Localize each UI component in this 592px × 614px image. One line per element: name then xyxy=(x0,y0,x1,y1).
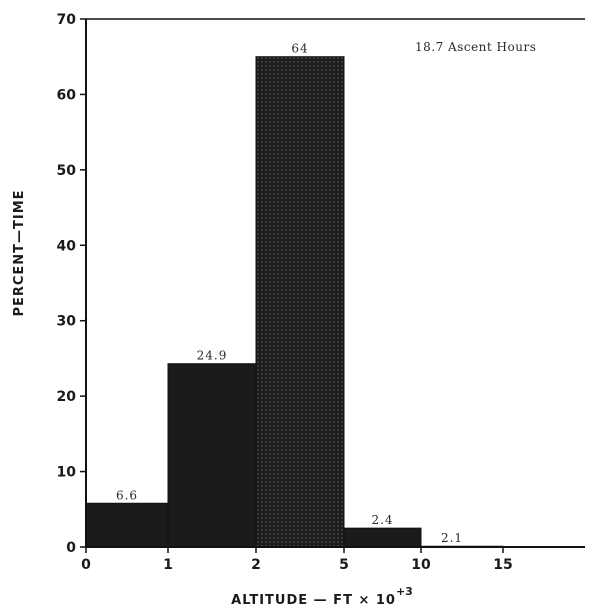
x-tick-label-0: 0 xyxy=(81,557,91,573)
data-label-5-10: 2.4 xyxy=(371,513,393,527)
y-tick-label-0: 0 xyxy=(66,540,76,556)
bar-0-1 xyxy=(85,502,169,548)
chart-annotation: 18.7 Ascent Hours xyxy=(415,40,536,54)
y-tick-label-20: 20 xyxy=(57,389,77,405)
x-axis-title-exponent: +3 xyxy=(396,585,413,598)
data-label-2-5: 64 xyxy=(291,42,308,56)
x-axis-title-text: ALTITUDE — FT × 10 xyxy=(231,593,396,608)
y-tick-label-50: 50 xyxy=(57,163,77,179)
axes-layer xyxy=(80,18,585,553)
data-label-0-1: 6.6 xyxy=(116,488,138,502)
y-tick-label-40: 40 xyxy=(57,238,77,254)
y-tick-label-10: 10 xyxy=(57,465,77,481)
labels-layer: 6.6 24.9 64 2.4 2.1 0 10 20 30 40 50 60 70 0 1 2 5 10 15 xyxy=(57,12,513,573)
bar-5-10 xyxy=(343,527,422,548)
x-tick-label-2: 2 xyxy=(251,557,261,573)
bar-1-2 xyxy=(167,363,257,548)
bar-2-5 xyxy=(255,56,345,548)
x-tick-label-5: 5 xyxy=(339,557,349,573)
data-label-1-2: 24.9 xyxy=(197,349,228,363)
y-tick-label-30: 30 xyxy=(57,314,77,330)
x-tick-label-15: 15 xyxy=(493,557,512,573)
bars-layer xyxy=(85,56,504,548)
x-axis-title: ALTITUDE — FT × 10+3 xyxy=(231,585,413,608)
x-tick-label-1: 1 xyxy=(163,557,173,573)
y-tick-label-70: 70 xyxy=(57,12,77,28)
y-tick-label-60: 60 xyxy=(57,87,77,103)
y-axis-title: PERCENT—TIME xyxy=(12,189,27,316)
data-label-10-15: 2.1 xyxy=(441,531,463,545)
x-tick-label-10: 10 xyxy=(411,557,431,573)
